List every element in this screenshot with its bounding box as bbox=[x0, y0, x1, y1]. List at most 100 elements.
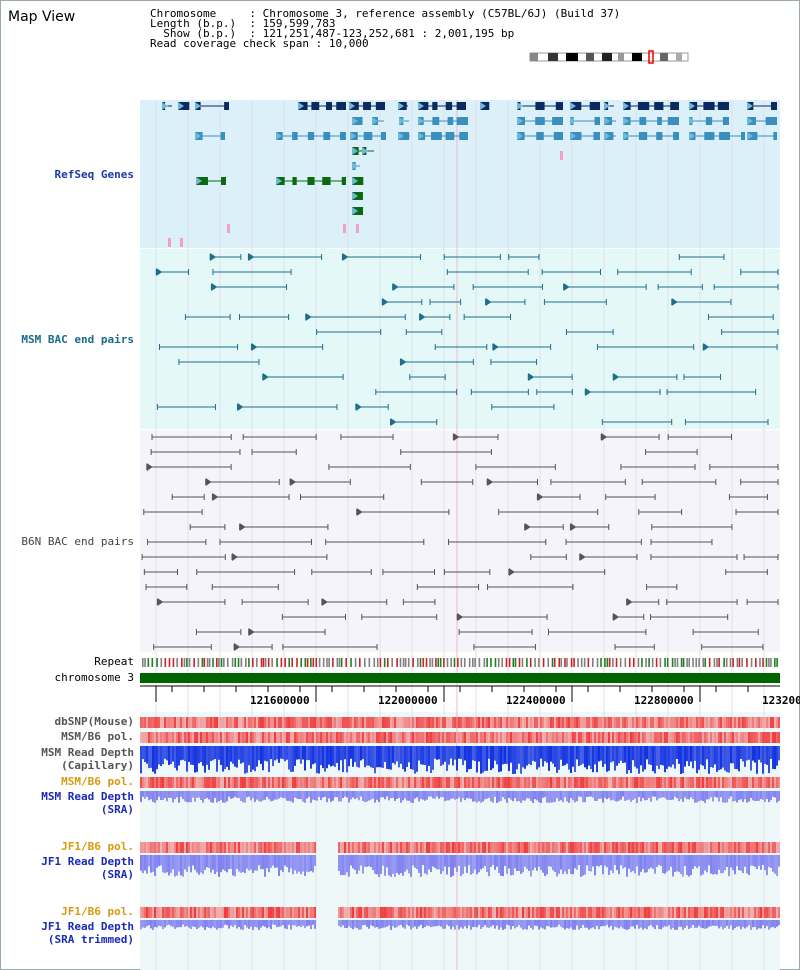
msm-sra-depth-bar bbox=[506, 791, 508, 803]
jf1-trim-pol-heat bbox=[414, 907, 416, 918]
jf1-sra-depth-bar bbox=[204, 855, 206, 870]
gene-strand-arrow bbox=[418, 132, 424, 140]
msm-sra-pol-heat bbox=[664, 777, 666, 788]
jf1-trimmed-depth-bar bbox=[140, 920, 142, 930]
msm-capillary-depth-bar bbox=[616, 746, 618, 766]
msm-sra-depth-bar bbox=[288, 791, 290, 801]
jf1-pol-heat bbox=[584, 842, 586, 853]
jf1-sra-depth-bar bbox=[502, 855, 504, 877]
b6n-bac-end-pairs-label[interactable]: B6N BAC end pairs bbox=[21, 535, 134, 548]
msm-sra-pol-heat bbox=[464, 777, 466, 788]
msm-capillary-depth-bar bbox=[348, 746, 350, 767]
msm-sra-depth-bar bbox=[164, 791, 166, 799]
jf1-pol-heat bbox=[540, 842, 542, 853]
jf1-trim-pol-heat bbox=[162, 907, 164, 918]
msm-pol-heat bbox=[236, 732, 238, 743]
dbsnp-heat bbox=[760, 717, 762, 728]
jf1-sra-depth-bar bbox=[266, 855, 268, 869]
jf1-pol-heat bbox=[436, 842, 438, 853]
msm-capillary-depth-bar bbox=[650, 746, 652, 765]
repeat-element bbox=[186, 658, 188, 667]
msm-capillary-depth-bar bbox=[528, 746, 530, 765]
jf1-sra-depth-bar bbox=[478, 855, 480, 873]
msm-bac-end-pairs-label[interactable]: MSM BAC end pairs bbox=[21, 333, 134, 346]
msm-capillary-depth-bar bbox=[276, 746, 278, 760]
msm-capillary-depth-bar bbox=[454, 746, 456, 760]
msm-pol-heat bbox=[400, 732, 402, 743]
msm-pol-heat bbox=[614, 732, 616, 743]
msm-pol-heat bbox=[352, 732, 354, 743]
jf1-pol-heat bbox=[580, 842, 582, 853]
msm-sra-pol-heat bbox=[262, 777, 264, 788]
repeat-element bbox=[628, 658, 631, 667]
dbsnp-heat bbox=[438, 717, 440, 728]
b6n-bac-end-arrow bbox=[453, 433, 460, 441]
jf1-pol-heat bbox=[178, 842, 180, 853]
msm-capillary-depth-bar bbox=[510, 746, 512, 763]
msm-pol-heat bbox=[504, 732, 506, 743]
jf1-trim-pol-heat bbox=[572, 907, 574, 918]
jf1-trimmed-depth-bar bbox=[654, 920, 656, 930]
msm-sra-depth-bar bbox=[570, 791, 572, 799]
msm-pol-heat bbox=[762, 732, 764, 743]
jf1-pol-heat bbox=[284, 842, 286, 853]
jf1-pol-heat bbox=[380, 842, 382, 853]
msm-sra-depth-bar bbox=[484, 791, 486, 800]
msm-sra-pol-heat bbox=[226, 777, 228, 788]
msm-sra-depth-bar bbox=[450, 791, 452, 799]
jf1-trimmed-depth-bar bbox=[420, 920, 422, 925]
jf1-trimmed-depth-bar bbox=[698, 920, 700, 926]
jf1-pol-heat bbox=[646, 842, 648, 853]
msm-sra-depth-bar bbox=[472, 791, 474, 802]
jf1-trimmed-depth-bar bbox=[368, 920, 370, 929]
jf1-trimmed-depth-bar bbox=[504, 920, 506, 929]
msm-capillary-depth-bar bbox=[682, 746, 684, 774]
msm-capillary-depth-bar bbox=[550, 746, 552, 762]
jf1-trimmed-depth-bar bbox=[386, 920, 388, 927]
jf1-pol-heat bbox=[606, 842, 608, 853]
msm-sra-pol-heat bbox=[194, 777, 196, 788]
jf1-sra-depth-bar bbox=[578, 855, 580, 866]
jf1-sra-depth-bar bbox=[616, 855, 618, 871]
jf1-sra-depth-bar bbox=[148, 855, 150, 867]
jf1-pol-heat bbox=[520, 842, 522, 853]
jf1-pol-heat bbox=[600, 842, 602, 853]
msm-capillary-depth-bar bbox=[154, 746, 156, 774]
jf1-sra-depth-bar bbox=[492, 855, 494, 865]
jf1-pol-heat bbox=[750, 842, 752, 853]
jf1-sra-depth-bar bbox=[500, 855, 502, 876]
jf1-sra-depth-bar bbox=[304, 855, 306, 877]
msm-sra-pol-heat bbox=[166, 777, 168, 788]
jf1-trim-pol-heat bbox=[290, 907, 292, 918]
jf1-sra-depth-bar bbox=[682, 855, 684, 877]
jf1-pol-heat bbox=[518, 842, 520, 853]
jf1-trim-pol-heat bbox=[776, 907, 778, 918]
jf1-trimmed-depth-bar bbox=[720, 920, 722, 927]
jf1-sra-depth-bar bbox=[742, 855, 744, 874]
dbsnp-heat bbox=[672, 717, 674, 728]
jf1-sra-depth-bar bbox=[290, 855, 292, 869]
jf1-sra-depth-bar bbox=[498, 855, 500, 873]
jf1-sra-depth-bar bbox=[530, 855, 532, 877]
dbsnp-heat bbox=[278, 717, 280, 728]
dbsnp-heat bbox=[596, 717, 598, 728]
msm-sra-pol-heat bbox=[584, 777, 586, 788]
msm-sra-depth-bar bbox=[240, 791, 242, 801]
msm-pol-heat bbox=[196, 732, 198, 743]
jf1-trimmed-depth-bar bbox=[476, 920, 478, 928]
jf1-pol-heat bbox=[704, 842, 706, 853]
jf1-pol-heat bbox=[236, 842, 238, 853]
repeat-element bbox=[164, 658, 167, 667]
refseq-genes-label[interactable]: RefSeq Genes bbox=[54, 168, 134, 181]
jf1-trim-pol-heat bbox=[296, 907, 298, 918]
jf1-sra-depth-bar bbox=[220, 855, 222, 873]
msm-capillary-depth-bar bbox=[582, 746, 584, 764]
msm-sra-depth-bar bbox=[636, 791, 638, 803]
msm-sra-depth-bar bbox=[184, 791, 186, 802]
msm-sra-pol-heat bbox=[322, 777, 324, 788]
msm-sra-depth-bar bbox=[146, 791, 148, 797]
jf1-pol-heat bbox=[508, 842, 510, 853]
jf1-trimmed-depth-bar bbox=[380, 920, 382, 929]
msm-capillary-depth-bar bbox=[298, 746, 300, 760]
